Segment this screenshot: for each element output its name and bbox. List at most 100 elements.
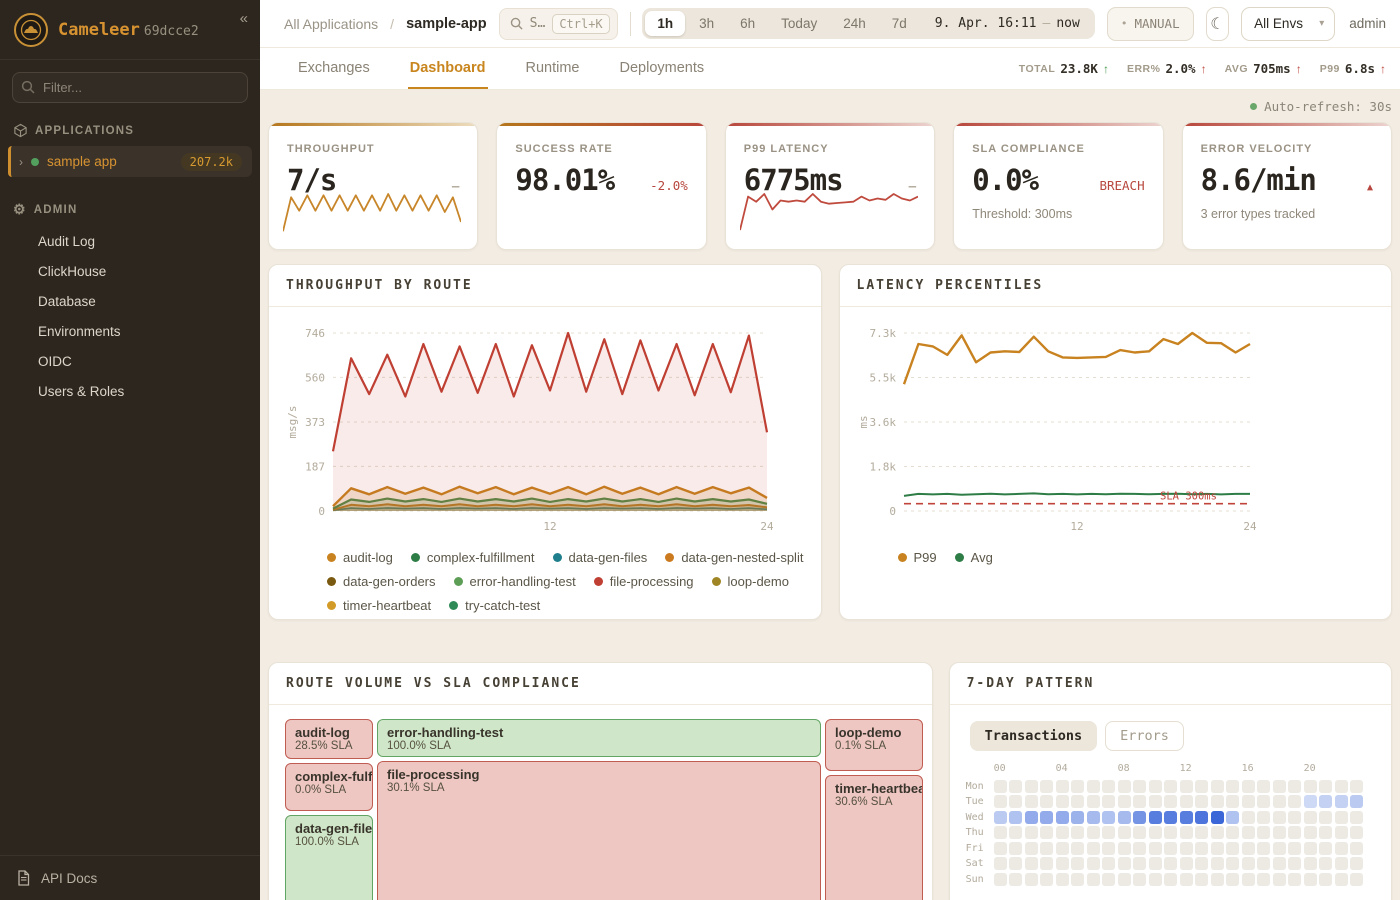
legend-item-loop-demo[interactable]: loop-demo — [711, 574, 789, 589]
heatmap-cell[interactable] — [1009, 779, 1023, 793]
heatmap-cell[interactable] — [1257, 810, 1271, 824]
heatmap-cell[interactable] — [1117, 826, 1131, 839]
legend-item-error-handling-test[interactable]: error-handling-test — [453, 574, 576, 589]
heatmap-cell[interactable] — [1086, 872, 1100, 886]
heatmap-cell[interactable] — [993, 841, 1007, 855]
heatmap-cell[interactable] — [1241, 872, 1255, 886]
heatmap-cell[interactable] — [1334, 779, 1348, 793]
heatmap-cell[interactable] — [1071, 857, 1085, 870]
heatmap-cell[interactable] — [1040, 872, 1054, 886]
heatmap-cell[interactable] — [1272, 841, 1286, 855]
heatmap-cell[interactable] — [1319, 795, 1333, 808]
heatmap-cell[interactable] — [1117, 795, 1131, 808]
heatmap-cell[interactable] — [1179, 857, 1193, 870]
heatmap-cell[interactable] — [1226, 810, 1240, 824]
heatmap-cell[interactable] — [1071, 826, 1085, 839]
time-range-today[interactable]: Today — [769, 11, 829, 36]
manual-refresh-button[interactable]: • MANUAL — [1106, 6, 1194, 41]
heatmap-cell[interactable] — [1241, 841, 1255, 855]
heatmap-cell[interactable] — [1102, 841, 1116, 855]
heatmap-cell[interactable] — [1288, 857, 1302, 870]
chevron-right-icon[interactable]: › — [19, 154, 23, 169]
heatmap-cell[interactable] — [1133, 872, 1147, 886]
heatmap-cell[interactable] — [1040, 857, 1054, 870]
heatmap-cell[interactable] — [1195, 857, 1209, 870]
heatmap-cell[interactable] — [1257, 779, 1271, 793]
heatmap-cell[interactable] — [993, 779, 1007, 793]
heatmap-cell[interactable] — [1086, 826, 1100, 839]
time-range-1h[interactable]: 1h — [645, 11, 686, 36]
env-select-dropdown[interactable]: All Envs ▾ — [1241, 6, 1336, 41]
heatmap-cell[interactable] — [1055, 810, 1069, 824]
global-search[interactable]: S… Ctrl+K — [498, 7, 618, 40]
heatmap-cell[interactable] — [1350, 857, 1364, 870]
time-range-24h[interactable]: 24h — [831, 11, 878, 36]
heatmap-cell[interactable] — [1040, 826, 1054, 839]
heatmap-cell[interactable] — [1303, 826, 1317, 839]
time-range-6h[interactable]: 6h — [728, 11, 767, 36]
legend-item-data-gen-orders[interactable]: data-gen-orders — [327, 574, 436, 589]
heatmap-cell[interactable] — [1195, 872, 1209, 886]
heatmap-cell[interactable] — [1334, 841, 1348, 855]
heatmap-cell[interactable] — [1117, 872, 1131, 886]
legend-item-p99[interactable]: P99 — [897, 550, 937, 565]
tab-runtime[interactable]: Runtime — [525, 59, 580, 76]
heatmap-cell[interactable] — [1009, 826, 1023, 839]
time-range-3h[interactable]: 3h — [687, 11, 726, 36]
heatmap-cell[interactable] — [1102, 872, 1116, 886]
dark-mode-toggle[interactable]: ☾ — [1205, 6, 1230, 41]
heatmap-cell[interactable] — [1350, 841, 1364, 855]
heatmap-cell[interactable] — [1350, 779, 1364, 793]
heatmap-cell[interactable] — [993, 826, 1007, 839]
heatmap-cell[interactable] — [1303, 810, 1317, 824]
heatmap-cell[interactable] — [1334, 826, 1348, 839]
heatmap-cell[interactable] — [1241, 826, 1255, 839]
heatmap-cell[interactable] — [1257, 872, 1271, 886]
heatmap-cell[interactable] — [1086, 779, 1100, 793]
heatmap-cell[interactable] — [1288, 872, 1302, 886]
heatmap-toggle-transactions[interactable]: Transactions — [969, 721, 1098, 751]
heatmap-cell[interactable] — [1319, 857, 1333, 870]
heatmap-cell[interactable] — [1257, 795, 1271, 808]
heatmap-cell[interactable] — [1288, 841, 1302, 855]
tab-deployments[interactable]: Deployments — [619, 59, 705, 76]
legend-item-data-gen-files[interactable]: data-gen-files — [552, 550, 647, 565]
heatmap-cell[interactable] — [1257, 857, 1271, 870]
heatmap-cell[interactable] — [1210, 795, 1224, 808]
heatmap-cell[interactable] — [1226, 857, 1240, 870]
heatmap-cell[interactable] — [1102, 795, 1116, 808]
heatmap-cell[interactable] — [1164, 857, 1178, 870]
heatmap-cell[interactable] — [1148, 795, 1162, 808]
heatmap-cell[interactable] — [1148, 779, 1162, 793]
heatmap-cell[interactable] — [1024, 810, 1038, 824]
heatmap-cell[interactable] — [1133, 826, 1147, 839]
heatmap-cell[interactable] — [1040, 795, 1054, 808]
treemap-cell-timer-heartbeat[interactable]: timer-heartbeat 30.6% SLA — [825, 775, 923, 900]
heatmap-cell[interactable] — [1195, 779, 1209, 793]
treemap-cell-file-processing[interactable]: file-processing 30.1% SLA — [377, 761, 821, 900]
heatmap-cell[interactable] — [1071, 795, 1085, 808]
tab-dashboard[interactable]: Dashboard — [407, 48, 488, 89]
heatmap-cell[interactable] — [1303, 857, 1317, 870]
heatmap-cell[interactable] — [1288, 779, 1302, 793]
heatmap-cell[interactable] — [1350, 810, 1364, 824]
sidebar-item-sample-app[interactable]: › sample app 207.2k — [8, 146, 252, 177]
heatmap-cell[interactable] — [1272, 872, 1286, 886]
heatmap-cell[interactable] — [1334, 795, 1348, 808]
heatmap-cell[interactable] — [1133, 841, 1147, 855]
heatmap-cell[interactable] — [1179, 795, 1193, 808]
heatmap-cell[interactable] — [993, 857, 1007, 870]
heatmap-cell[interactable] — [1303, 841, 1317, 855]
heatmap-cell[interactable] — [1179, 872, 1193, 886]
heatmap-cell[interactable] — [1257, 826, 1271, 839]
heatmap-cell[interactable] — [1040, 841, 1054, 855]
heatmap-cell[interactable] — [1164, 810, 1178, 824]
heatmap-cell[interactable] — [1241, 779, 1255, 793]
heatmap-cell[interactable] — [1009, 872, 1023, 886]
heatmap-cell[interactable] — [1179, 810, 1193, 824]
treemap-cell-data-gen-files[interactable]: data-gen-files 100.0% SLA — [285, 815, 373, 900]
heatmap-cell[interactable] — [1009, 795, 1023, 808]
heatmap-cell[interactable] — [1319, 872, 1333, 886]
heatmap-cell[interactable] — [1226, 841, 1240, 855]
legend-item-complex-fulfillment[interactable]: complex-fulfillment — [410, 550, 535, 565]
